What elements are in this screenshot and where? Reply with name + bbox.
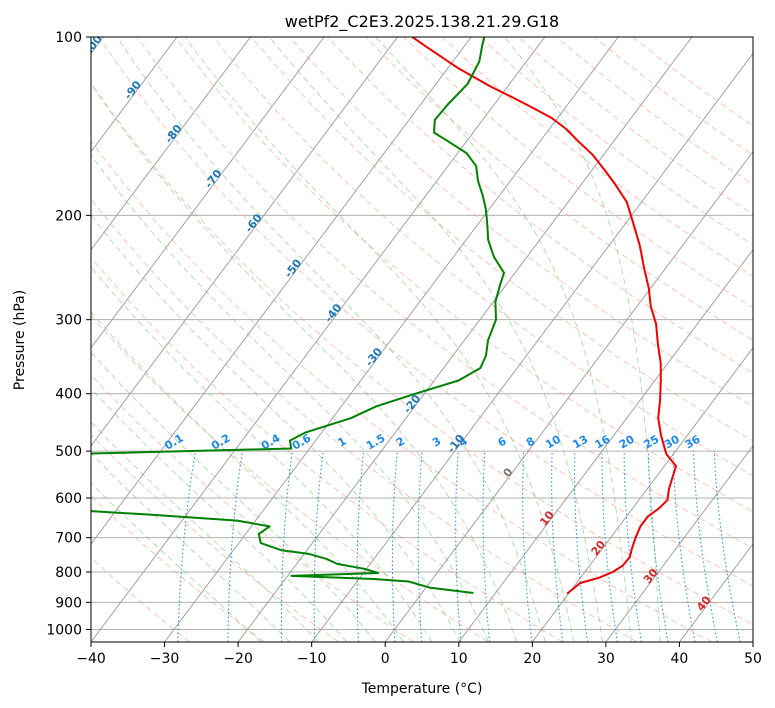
moist-adiabat	[91, 482, 262, 642]
y-tick-label: 600	[55, 491, 82, 507]
mixing-ratio-line	[574, 451, 589, 642]
moist-adiabat	[269, 37, 603, 642]
moist-adiabat	[91, 387, 348, 642]
isotherm-line	[237, 37, 693, 642]
isotherm-line	[91, 37, 251, 251]
moist-adiabat	[91, 214, 461, 642]
x-tick-label: 10	[450, 651, 468, 667]
dry-adiabat	[91, 374, 414, 642]
y-tick-label: 800	[55, 565, 82, 581]
y-tick-label: 200	[55, 208, 82, 224]
dry-adiabat	[403, 37, 753, 309]
moist-adiabat	[91, 82, 518, 642]
mixing-ratio-line	[672, 451, 696, 642]
background-lines	[91, 37, 753, 642]
x-tick-label: 0	[381, 651, 390, 667]
temperature-profile	[411, 37, 677, 595]
chart-title: wetPf2_C2E3.2025.138.21.29.G18	[285, 12, 559, 32]
mixing-ratio-line	[713, 451, 741, 642]
x-tick-label: 50	[744, 651, 762, 667]
x-tick-label: −10	[297, 651, 327, 667]
moist-adiabat	[91, 351, 376, 642]
isotherm-line	[91, 37, 546, 642]
dry-adiabat	[213, 37, 753, 477]
y-tick-label: 1000	[46, 622, 82, 638]
x-tick-label: 20	[523, 651, 541, 667]
mixing-ratio-line	[551, 451, 564, 642]
dry-adiabat	[174, 37, 753, 513]
plot-frame	[90, 36, 754, 643]
isotherm-line	[458, 248, 753, 642]
y-axis: 100 200 300 400 500 600 700 800 900 1000	[46, 30, 91, 638]
isotherm-line	[531, 347, 753, 642]
isotherm-line	[91, 37, 325, 349]
plot-area: 0.1 0.2 0.4 0.6 1 1.5 2 3 4 6 8 10 13 16 20 25 30 36-100-…	[91, 37, 753, 642]
y-tick-label: 300	[55, 313, 82, 329]
moist-adiabat	[91, 311, 404, 642]
dry-adiabat	[136, 37, 753, 549]
x-tick-label: 40	[671, 651, 689, 667]
dry-adiabat	[289, 37, 753, 408]
moist-adiabat	[375, 37, 632, 642]
isotherm-line	[91, 37, 398, 447]
y-tick-label: 500	[55, 444, 82, 460]
isotherm-line	[91, 37, 178, 153]
isotherm-line	[91, 37, 472, 545]
y-axis-label: Pressure (hPa)	[12, 290, 28, 390]
moist-adiabat	[91, 421, 319, 642]
y-tick-label: 900	[55, 595, 82, 611]
dry-adiabat	[251, 37, 753, 442]
dry-adiabat	[91, 434, 340, 642]
moist-adiabat	[91, 154, 489, 642]
x-tick-label: −20	[223, 651, 253, 667]
x-axis-label: Temperature (°C)	[361, 681, 483, 697]
moist-adiabat	[184, 37, 575, 642]
isotherm-line	[605, 445, 753, 642]
y-tick-label: 100	[55, 30, 82, 46]
mixing-ratio-line	[647, 451, 669, 642]
moist-adiabat	[91, 266, 433, 642]
x-axis: −40 −30 −20 −10 0 10 20 30 40 50	[76, 642, 762, 667]
y-tick-label: 700	[55, 531, 82, 547]
moist-adiabat	[504, 37, 661, 642]
mixing-ratio-line	[601, 451, 618, 642]
profiles	[91, 37, 677, 595]
moist-adiabat	[116, 37, 546, 642]
dry-adiabat	[91, 256, 563, 642]
moist-adiabat	[91, 452, 291, 642]
x-tick-label: −40	[76, 651, 106, 667]
dry-adiabat	[91, 198, 638, 642]
dewpoint-profile	[91, 37, 505, 594]
mixing-ratio-line	[693, 451, 718, 642]
x-tick-label: −30	[150, 651, 180, 667]
y-tick-label: 400	[55, 387, 82, 403]
isotherm-line	[164, 37, 619, 642]
mixing-ratio-line	[177, 451, 197, 642]
mixing-ratio-line	[623, 451, 642, 642]
isotherm-line	[384, 150, 753, 642]
x-tick-label: 30	[597, 651, 615, 667]
